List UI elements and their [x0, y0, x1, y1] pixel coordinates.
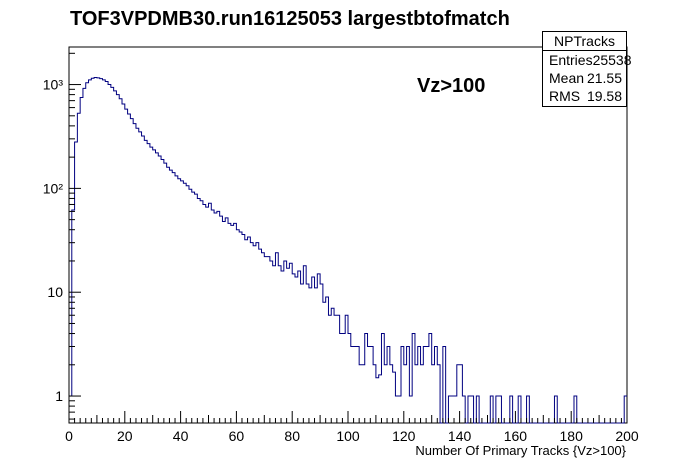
stats-label: Entries — [549, 52, 593, 68]
histogram-series — [69, 76, 627, 424]
stats-label: Mean — [549, 70, 585, 86]
x-tick-label: 60 — [229, 428, 245, 444]
x-tick-label: 0 — [65, 428, 73, 444]
x-tick-label: 80 — [284, 428, 300, 444]
x-tick-label: 100 — [336, 428, 360, 444]
y-tick-label: 1 — [55, 388, 63, 404]
x-axis: 0 20 40 60 80 100 120 140 160 180 200 — [65, 411, 639, 444]
histogram-line — [69, 76, 627, 424]
y-tick-label: 10 — [47, 284, 63, 300]
y-tick-label: 10² — [43, 180, 64, 196]
y-tick-label: 10³ — [43, 77, 64, 93]
chart-title: TOF3VPDMB30.run16125053 largestbtofmatch — [70, 8, 510, 30]
x-tick-label: 140 — [448, 428, 472, 444]
stats-box: NPTracks Entries 25538 Mean 21.55 RMS 19… — [542, 31, 632, 107]
y-axis: 1 10 10² 10³ — [43, 52, 81, 420]
cut-annotation: Vz>100 — [417, 75, 486, 97]
x-tick-label: 40 — [173, 428, 189, 444]
x-tick-label: 200 — [615, 428, 639, 444]
x-tick-label: 180 — [560, 428, 584, 444]
stats-label: RMS — [549, 88, 581, 104]
stats-value: 25538 — [592, 52, 632, 68]
stats-row-mean: Mean 21.55 — [543, 69, 626, 87]
x-tick-label: 160 — [504, 428, 528, 444]
x-tick-label: 120 — [392, 428, 416, 444]
x-tick-label: 20 — [117, 428, 133, 444]
stats-box-title: NPTracks — [543, 32, 626, 51]
stats-value: 19.58 — [586, 88, 622, 104]
stats-value: 21.55 — [586, 70, 622, 86]
stats-row-rms: RMS 19.58 — [543, 87, 626, 105]
stats-row-entries: Entries 25538 — [543, 51, 632, 69]
x-axis-label: Number Of Primary Tracks {Vz>100} — [415, 443, 626, 458]
